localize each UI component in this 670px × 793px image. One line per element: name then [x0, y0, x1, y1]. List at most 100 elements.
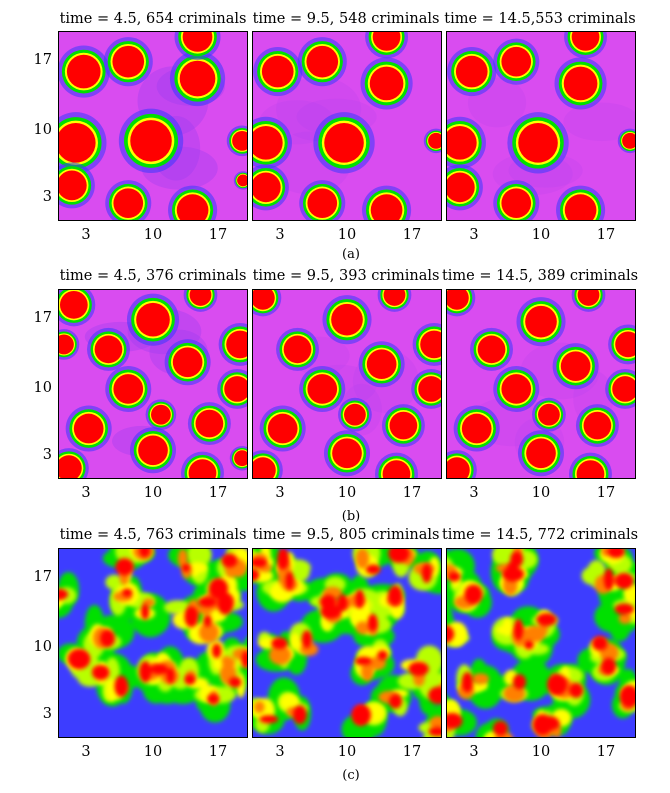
hotspot: [617, 128, 635, 154]
hotspot: [605, 369, 635, 409]
hotspot: [259, 405, 306, 452]
y-tick-label: 3: [42, 189, 52, 205]
hotspot: [365, 32, 409, 59]
x-tick-label: 10: [531, 227, 551, 243]
x-tick-label: 17: [208, 227, 228, 243]
hotspot: [103, 37, 153, 87]
heatmap-image: [59, 549, 247, 737]
hotspot: [253, 290, 282, 317]
x-tick-label: 10: [337, 485, 357, 501]
hotspot: [169, 50, 226, 107]
hotspot: [145, 399, 177, 431]
hotspot: [493, 365, 540, 412]
hotspot: [129, 427, 177, 474]
hotspot: [575, 404, 619, 448]
hotspot: [59, 290, 96, 327]
heatmap-panel: [252, 31, 442, 221]
hotspot: [253, 164, 289, 211]
heatmap-image: [447, 290, 635, 478]
hotspot: [493, 38, 540, 85]
y-tick-label: 17: [33, 52, 52, 68]
x-tick-label: 3: [81, 744, 91, 760]
x-tick-label: 3: [275, 227, 285, 243]
hotspot: [126, 293, 180, 346]
panel-title: time = 14.5,553 criminals: [444, 11, 636, 27]
y-tick-label: 3: [42, 706, 52, 722]
hotspot: [229, 445, 247, 471]
y-tick-label: 17: [33, 310, 52, 326]
hotspot: [362, 185, 412, 220]
hotspot: [516, 297, 566, 347]
x-tick-label: 3: [275, 744, 285, 760]
x-tick-label: 3: [469, 227, 479, 243]
heatmap-panel: [446, 289, 636, 479]
heatmap-image: [447, 32, 635, 220]
y-tick-label: 10: [33, 639, 52, 655]
x-tick-label: 3: [275, 485, 285, 501]
heatmap-image: [59, 32, 247, 220]
hotspot: [299, 365, 346, 412]
hotspot: [554, 57, 607, 110]
hotspot: [322, 295, 372, 345]
hotspot: [360, 57, 413, 110]
hotspot: [164, 339, 211, 386]
hotspot: [59, 329, 80, 360]
hotspot: [253, 116, 292, 169]
hotspot: [507, 112, 569, 174]
hotspot: [253, 450, 283, 478]
hotspot: [453, 405, 500, 452]
x-tick-label: 10: [143, 744, 163, 760]
hotspot: [105, 365, 152, 412]
x-tick-label: 10: [531, 485, 551, 501]
x-tick-label: 3: [469, 485, 479, 501]
hotspot: [183, 290, 218, 312]
heatmap-image: [253, 290, 441, 478]
heatmap-panel: [58, 31, 248, 221]
hotspot: [447, 116, 486, 169]
intensity-layer: [447, 549, 635, 736]
hotspot: [276, 327, 319, 371]
panel-title: time = 4.5, 654 criminals: [59, 11, 247, 27]
x-tick-label: 17: [596, 227, 616, 243]
x-tick-label: 17: [596, 744, 616, 760]
x-tick-label: 17: [208, 744, 228, 760]
x-tick-label: 17: [402, 227, 422, 243]
hotspot: [218, 322, 247, 366]
panel-title: time = 14.5, 389 criminals: [441, 268, 639, 284]
panel-title: time = 14.5, 772 criminals: [441, 527, 639, 543]
heatmap-panel: [252, 289, 442, 479]
x-tick-label: 17: [402, 744, 422, 760]
hotspot: [564, 32, 607, 59]
panel-title: time = 9.5, 393 criminals: [252, 268, 440, 284]
hotspot: [59, 112, 107, 174]
hotspot: [118, 108, 184, 174]
x-tick-label: 3: [81, 485, 91, 501]
row-label-b: (b): [341, 509, 361, 524]
hotspot: [217, 369, 247, 409]
x-tick-label: 10: [337, 744, 357, 760]
hotspot: [59, 162, 95, 209]
panel-title: time = 4.5, 376 criminals: [59, 268, 247, 284]
hotspot: [423, 128, 441, 154]
hotspot: [412, 322, 441, 366]
hotspot: [532, 397, 566, 432]
hotspot: [571, 290, 606, 312]
x-tick-label: 10: [531, 744, 551, 760]
heatmap-image: [59, 290, 247, 478]
heatmap-panel: [446, 548, 636, 738]
hotspot: [381, 404, 425, 448]
row-label-a: (a): [342, 247, 360, 262]
hotspot: [375, 452, 418, 478]
heatmap-panel: [446, 31, 636, 221]
hotspot: [556, 185, 606, 220]
hotspot: [493, 180, 540, 220]
x-tick-label: 10: [143, 227, 163, 243]
row-label-c: (c): [342, 768, 360, 783]
hotspot: [174, 32, 221, 60]
hotspot: [338, 397, 372, 432]
intensity-layer: [59, 549, 247, 704]
panel-title: time = 9.5, 805 criminals: [252, 527, 440, 543]
hotspot: [313, 112, 375, 174]
hotspot: [299, 180, 346, 220]
hotspot: [253, 47, 303, 97]
